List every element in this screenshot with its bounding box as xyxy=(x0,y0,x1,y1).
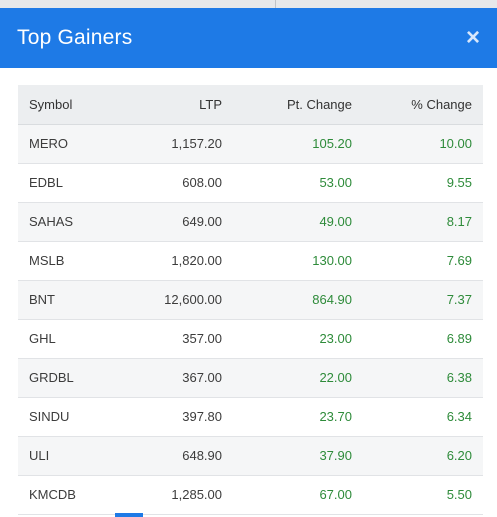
table-row[interactable]: KMCDB 1,285.00 67.00 5.50 xyxy=(18,475,483,514)
cell-ltp: 1,820.00 xyxy=(171,253,222,268)
table-row[interactable]: SAHAS 649.00 49.00 8.17 xyxy=(18,202,483,241)
cell-pt-change: 864.90 xyxy=(312,292,352,307)
cell-pct-change: 6.20 xyxy=(446,448,472,463)
backdrop-segment xyxy=(276,0,497,8)
cell-pct-change: 6.89 xyxy=(446,331,472,346)
cell-ltp: 608.00 xyxy=(182,175,222,190)
cell-symbol[interactable]: MERO xyxy=(29,136,68,151)
scroll-indicator xyxy=(115,513,143,517)
cell-pct-change: 6.38 xyxy=(446,370,472,385)
cell-symbol[interactable]: SAHAS xyxy=(29,214,74,229)
cell-pct-change: 7.69 xyxy=(446,253,472,268)
cell-ltp: 1,157.20 xyxy=(171,136,222,151)
table-row[interactable]: EDBL 608.00 53.00 9.55 xyxy=(18,163,483,202)
table-row[interactable]: SINDU 397.80 23.70 6.34 xyxy=(18,397,483,436)
cell-ltp: 1,285.00 xyxy=(171,487,222,502)
cell-pt-change: 49.00 xyxy=(319,214,352,229)
cell-symbol[interactable]: EDBL xyxy=(29,175,63,190)
table-row[interactable]: MERO 1,157.20 105.20 10.00 xyxy=(18,124,483,163)
table-header-row: Symbol LTP Pt. Change % Change xyxy=(18,85,483,125)
table-row[interactable]: ULI 648.90 37.90 6.20 xyxy=(18,436,483,475)
cell-pt-change: 22.00 xyxy=(319,370,352,385)
close-icon[interactable]: × xyxy=(465,24,480,51)
cell-ltp: 367.00 xyxy=(182,370,222,385)
table-row[interactable]: MSLB 1,820.00 130.00 7.69 xyxy=(18,241,483,280)
cell-pt-change: 23.70 xyxy=(319,409,352,424)
cell-symbol[interactable]: BNT xyxy=(29,292,55,307)
cell-symbol[interactable]: GHL xyxy=(29,331,56,346)
cell-pt-change: 67.00 xyxy=(319,487,352,502)
modal-title: Top Gainers xyxy=(17,26,133,49)
gainers-table: Symbol LTP Pt. Change % Change MERO 1,157… xyxy=(18,85,483,515)
backdrop-segment xyxy=(0,0,275,8)
backdrop-strip xyxy=(0,0,497,8)
cell-symbol[interactable]: MSLB xyxy=(29,253,65,268)
cell-pt-change: 23.00 xyxy=(319,331,352,346)
cell-ltp: 648.90 xyxy=(182,448,222,463)
column-header-pct-change[interactable]: % Change xyxy=(363,85,483,125)
cell-ltp: 12,600.00 xyxy=(164,292,222,307)
cell-symbol[interactable]: ULI xyxy=(29,448,50,463)
column-header-symbol[interactable]: Symbol xyxy=(18,85,128,125)
cell-pct-change: 7.37 xyxy=(446,292,472,307)
cell-pt-change: 130.00 xyxy=(312,253,352,268)
table-header: Symbol LTP Pt. Change % Change xyxy=(18,85,483,125)
column-header-pt-change[interactable]: Pt. Change xyxy=(233,85,363,125)
modal-header: Top Gainers × xyxy=(0,8,497,68)
cell-pct-change: 5.50 xyxy=(446,487,472,502)
cell-ltp: 649.00 xyxy=(182,214,222,229)
cell-pt-change: 105.20 xyxy=(312,136,352,151)
cell-pct-change: 6.34 xyxy=(446,409,472,424)
cell-pt-change: 37.90 xyxy=(319,448,352,463)
table-row[interactable]: BNT 12,600.00 864.90 7.37 xyxy=(18,280,483,319)
cell-pt-change: 53.00 xyxy=(319,175,352,190)
cell-ltp: 357.00 xyxy=(182,331,222,346)
cell-symbol[interactable]: KMCDB xyxy=(29,487,76,502)
column-header-ltp[interactable]: LTP xyxy=(128,85,233,125)
cell-symbol[interactable]: GRDBL xyxy=(29,370,74,385)
table-body: MERO 1,157.20 105.20 10.00 EDBL 608.00 53.00 9.… xyxy=(18,124,483,514)
cell-pct-change: 10.00 xyxy=(439,136,472,151)
table-row[interactable]: GRDBL 367.00 22.00 6.38 xyxy=(18,358,483,397)
cell-symbol[interactable]: SINDU xyxy=(29,409,70,424)
cell-pct-change: 8.17 xyxy=(446,214,472,229)
cell-pct-change: 9.55 xyxy=(446,175,472,190)
gainers-table-container: Symbol LTP Pt. Change % Change MERO 1,157… xyxy=(18,85,483,515)
cell-ltp: 397.80 xyxy=(182,409,222,424)
table-row[interactable]: GHL 357.00 23.00 6.89 xyxy=(18,319,483,358)
